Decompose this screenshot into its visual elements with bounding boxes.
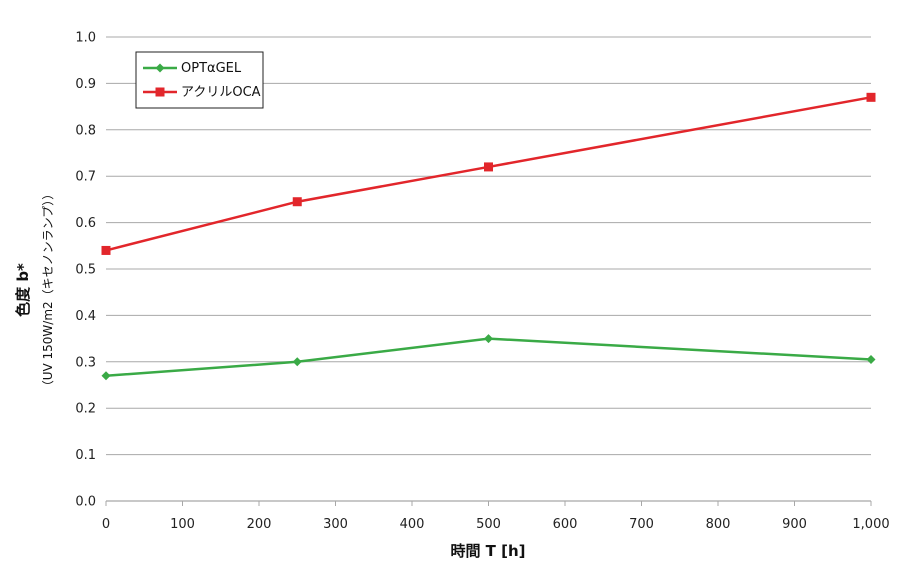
data-point: [292, 197, 302, 207]
data-point: [101, 371, 111, 381]
y-tick-label: 0.3: [75, 355, 96, 370]
data-point: [101, 245, 111, 255]
data-point: [484, 162, 493, 172]
x-axis-title: 時間 T [h]: [450, 542, 525, 560]
y-tick-label: 0.1: [75, 448, 96, 463]
x-tick-labels: 0 100 200 300 400 500 600 700 800 900 1,000: [102, 517, 890, 532]
y-tick-label: 0.4: [75, 309, 96, 324]
data-point: [866, 354, 876, 364]
y-tick-label: 1.0: [75, 31, 96, 46]
x-tick-label: 1,000: [852, 517, 889, 532]
y-axis-title: 色度 b*: [14, 263, 32, 317]
x-tick-label: 100: [170, 517, 195, 532]
x-tick-label: 500: [476, 517, 501, 532]
y-axis-title-group: 色度 b*: [14, 263, 32, 317]
y-tick-label: 0.6: [75, 216, 96, 231]
y-tick-label: 0.9: [75, 77, 96, 92]
x-tick-label: 0: [102, 517, 110, 532]
y-tick-label: 0.5: [75, 263, 96, 278]
series-lines: [101, 92, 876, 381]
data-point: [866, 92, 876, 102]
data-point: [292, 357, 302, 367]
y-tick-labels: 0.0 0.1 0.2 0.3 0.4 0.5 0.6 0.7 0.8 0.9 1.0: [75, 31, 96, 510]
x-tick-label: 300: [323, 517, 348, 532]
x-tick-label: 700: [629, 517, 654, 532]
x-tick-label: 900: [782, 517, 807, 532]
y-tick-label: 0.7: [75, 170, 96, 185]
series-line-1: [105, 96, 872, 252]
legend-marker-optagel: [155, 63, 165, 73]
x-tick-label: 800: [706, 517, 731, 532]
legend-label-optagel: OPTαGEL: [181, 61, 242, 76]
x-tick-label: 200: [247, 517, 272, 532]
legend-box: [135, 51, 264, 109]
series-line-0: [105, 337, 872, 377]
legend-marker-acrylic-oca: [155, 87, 165, 97]
y-axis-subtitle: （UV 150W/m2（キセノンランプ））: [41, 188, 55, 393]
gridlines: [106, 36, 871, 456]
data-point: [484, 334, 493, 344]
x-tick-label: 600: [553, 517, 578, 532]
y-tick-label: 0.0: [75, 495, 96, 510]
y-tick-label: 0.2: [75, 402, 96, 417]
x-tick-label: 400: [400, 517, 425, 532]
y-tick-label: 0.8: [75, 123, 96, 138]
y-axis-subtitle-group: （UV 150W/m2（キセノンランプ））: [41, 188, 55, 393]
legend-label-acrylic-oca: アクリルOCA: [181, 85, 261, 100]
axes: [105, 500, 872, 506]
legend: OPTαGEL アクリルOCA: [135, 51, 264, 109]
